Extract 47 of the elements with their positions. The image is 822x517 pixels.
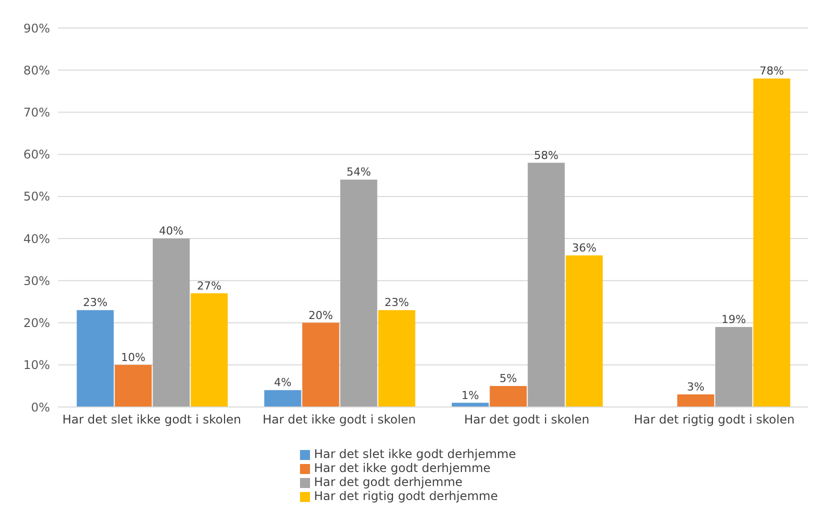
data-label: 19% xyxy=(722,312,746,326)
data-label: 5% xyxy=(500,372,517,385)
bar xyxy=(566,255,603,407)
bar xyxy=(152,238,190,407)
bar xyxy=(753,78,790,407)
bar xyxy=(264,390,302,407)
x-tick-label: Har det ikke godt i skolen xyxy=(262,412,416,427)
bar xyxy=(114,364,152,407)
x-tick-label: Har det rigtig godt i skolen xyxy=(634,412,795,427)
y-tick-label: 30% xyxy=(23,274,50,288)
bar xyxy=(490,386,527,407)
legend-label: Har det ikke godt derhjemme xyxy=(314,461,491,475)
data-label: 36% xyxy=(572,241,596,254)
y-tick-label: 90% xyxy=(23,21,50,36)
y-tick-label: 40% xyxy=(23,232,50,246)
data-label: 1% xyxy=(462,388,479,402)
y-tick-label: 80% xyxy=(23,63,50,78)
data-label: 54% xyxy=(346,166,371,179)
bar xyxy=(190,293,228,407)
legend-label: Har det slet ikke godt derhjemme xyxy=(314,447,516,461)
y-tick-label: 50% xyxy=(23,190,50,204)
y-tick-label: 0% xyxy=(30,400,50,414)
bar xyxy=(715,326,752,407)
x-tick-label: Har det godt i skolen xyxy=(464,412,590,427)
data-label: 58% xyxy=(534,148,558,162)
bar xyxy=(378,310,416,407)
data-label: 40% xyxy=(159,224,184,238)
bar xyxy=(677,394,714,407)
data-label: 23% xyxy=(83,296,108,310)
data-label: 4% xyxy=(274,376,292,390)
data-label: 23% xyxy=(384,296,409,310)
data-label: 10% xyxy=(121,350,146,364)
legend-label: Har det godt derhjemme xyxy=(314,475,463,489)
y-tick-label: 70% xyxy=(23,105,50,120)
data-label: 3% xyxy=(687,380,704,394)
y-tick-label: 10% xyxy=(23,358,50,372)
y-tick-label: 60% xyxy=(23,148,50,162)
bar xyxy=(528,162,565,407)
data-label: 20% xyxy=(308,308,333,322)
data-label: 27% xyxy=(197,279,222,292)
bar xyxy=(340,180,378,407)
legend-label: Har det rigtig godt derhjemme xyxy=(314,489,498,503)
bar xyxy=(76,310,114,407)
x-tick-label: Har det slet ikke godt i skolen xyxy=(62,412,242,427)
y-tick-label: 20% xyxy=(23,316,50,330)
bar xyxy=(302,322,340,407)
data-label: 78% xyxy=(760,64,784,78)
